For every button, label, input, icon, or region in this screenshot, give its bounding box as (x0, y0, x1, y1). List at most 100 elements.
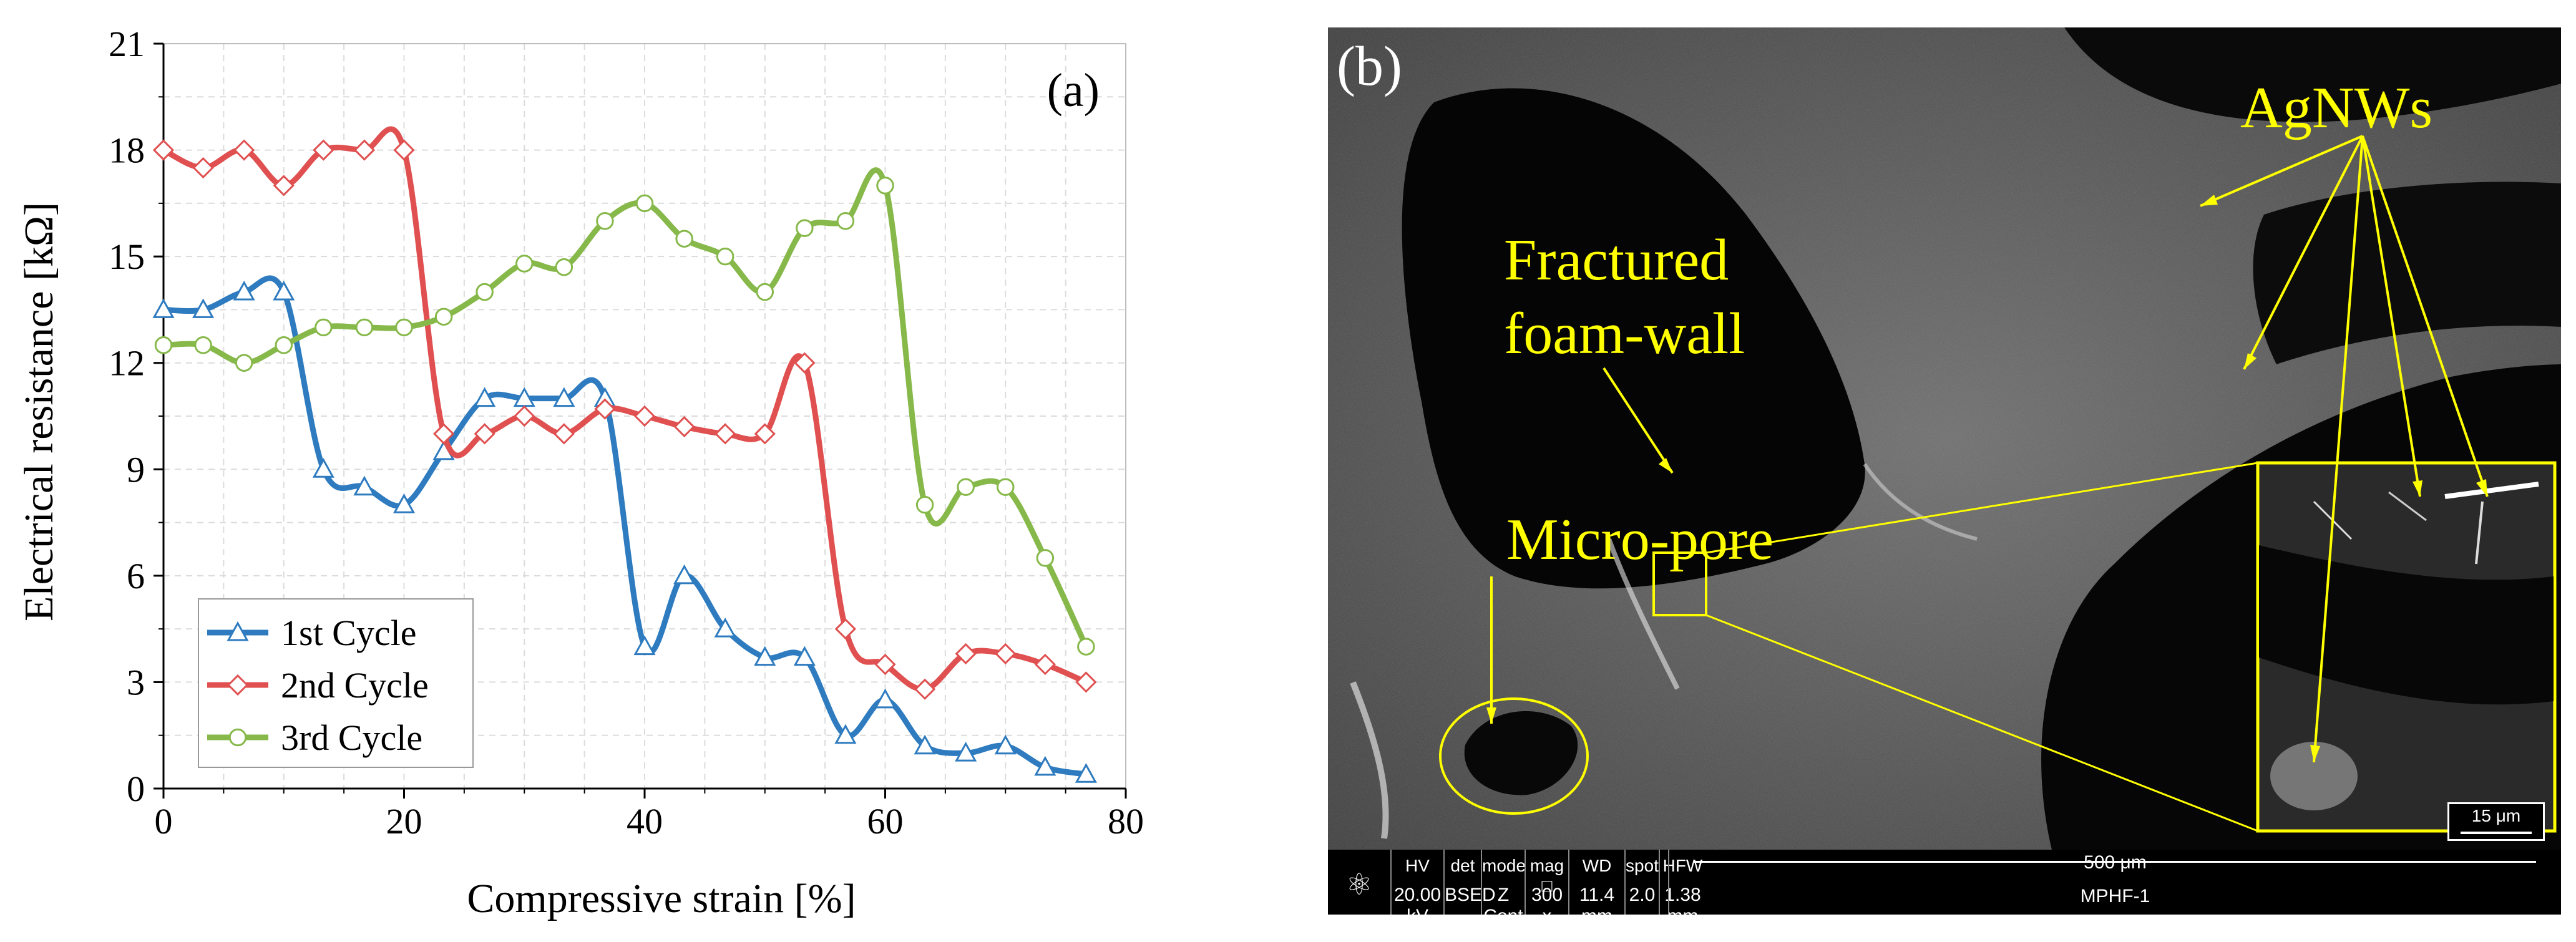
bright-edge (1863, 463, 1978, 541)
data-point-2nd-cycle (152, 139, 175, 161)
inset-scale-bar: 15 μm (2447, 802, 2545, 841)
legend-marker-2nd-cycle (227, 674, 249, 696)
data-point-1st-cycle (1075, 763, 1097, 783)
data-point-3rd-cycle (716, 247, 734, 266)
inset-nanowire (2388, 491, 2427, 522)
data-point-3rd-cycle (836, 212, 855, 230)
data-point-1st-cycle (834, 724, 857, 744)
data-point-2nd-cycle (192, 157, 214, 179)
info-value: 20.00 kV (1393, 885, 1442, 915)
info-cell-hv: HV 20.00 kV (1390, 850, 1443, 915)
info-header: mag □ (1530, 856, 1564, 895)
x-tick-label: 40 (627, 801, 663, 842)
x-tick-label: 80 (1108, 801, 1144, 842)
data-point-3rd-cycle (915, 495, 934, 514)
info-cell-wd: WD 11.4 mm (1568, 850, 1624, 915)
top-right-pore (2064, 27, 2561, 122)
annotation-arrows (1490, 135, 2489, 763)
data-point-1st-cycle (353, 475, 376, 496)
data-point-1st-cycle (273, 280, 295, 301)
data-point-1st-cycle (633, 635, 656, 656)
data-point-3rd-cycle (675, 230, 693, 248)
series-1st-cycle (152, 275, 1097, 783)
data-point-3rd-cycle (395, 318, 413, 337)
series-2nd-cycle (152, 126, 1097, 700)
info-value: Z Cont (1483, 885, 1523, 915)
x-tick-label: 0 (155, 801, 173, 842)
info-header: WD (1582, 856, 1612, 875)
scale-bar-label: 500 μm (2084, 852, 2147, 873)
data-point-2nd-cycle (715, 423, 736, 445)
chart-tick-labels: 0 20 40 60 80 0 3 6 9 12 15 18 21 (109, 24, 1144, 842)
data-point-3rd-cycle (194, 336, 212, 354)
info-value: 11.4 mm (1579, 885, 1615, 915)
data-point-3rd-cycle (434, 308, 453, 326)
data-point-2nd-cycle (1034, 653, 1056, 676)
series-line-2nd-cycle (162, 126, 1088, 692)
data-point-2nd-cycle (633, 405, 656, 427)
sem-image-panel: (b) Fractured foam-wall Micro-pore AgNWs… (1328, 27, 2561, 915)
data-point-2nd-cycle (393, 139, 415, 161)
legend-marker-1st-cycle (227, 621, 249, 641)
bright-edge (1606, 538, 1680, 690)
label-foam-wall: foam-wall (1504, 301, 1745, 366)
data-point-1st-cycle (312, 458, 334, 478)
micropore-cavity (1464, 711, 1578, 795)
micropore-highlight-ellipse (1439, 697, 1589, 815)
series-line-1st-cycle (163, 275, 1087, 777)
zoom-connector (1705, 614, 2258, 832)
data-point-2nd-cycle (1075, 671, 1097, 693)
sample-name: MPHF-1 (2080, 886, 2150, 906)
chart-legend: 1st Cycle 2nd Cycle 3rd Cycle (198, 598, 474, 768)
inset-scale-label: 15 μm (2471, 806, 2521, 825)
data-point-2nd-cycle (353, 139, 376, 161)
data-point-1st-cycle (714, 618, 736, 638)
data-point-2nd-cycle (673, 415, 695, 438)
data-point-2nd-cycle (474, 423, 495, 445)
data-point-1st-cycle (914, 734, 936, 755)
data-point-2nd-cycle (432, 423, 455, 445)
chart-series (152, 126, 1097, 783)
data-point-1st-cycle (955, 742, 977, 762)
y-tick-label: 0 (127, 769, 145, 809)
data-point-2nd-cycle (553, 423, 575, 445)
data-point-2nd-cycle (514, 405, 535, 427)
inset-nanowire (2444, 482, 2539, 499)
data-point-3rd-cycle (315, 318, 333, 337)
data-point-2nd-cycle (313, 139, 334, 161)
data-point-2nd-cycle (995, 643, 1017, 665)
data-point-3rd-cycle (476, 283, 494, 301)
inset-nanowire-cluster (2270, 742, 2358, 810)
large-pore (1402, 88, 1865, 589)
data-point-3rd-cycle (997, 478, 1015, 496)
legend-label-3rd-cycle: 3rd Cycle (281, 717, 422, 758)
data-point-3rd-cycle (235, 354, 253, 372)
data-point-1st-cycle (152, 298, 175, 318)
legend-label-1st-cycle: 1st Cycle (281, 613, 416, 653)
data-point-1st-cycle (474, 387, 496, 407)
info-value: BSED (1445, 885, 1496, 905)
y-tick-label: 21 (109, 24, 145, 64)
data-point-2nd-cycle (233, 139, 255, 161)
y-tick-label: 6 (127, 556, 145, 596)
x-axis-title: Compressive strain [%] (467, 876, 856, 921)
data-point-2nd-cycle (874, 653, 896, 676)
info-cell-mode: mode Z Cont (1481, 850, 1526, 915)
info-value: 2.0 (1629, 885, 1656, 905)
data-point-3rd-cycle (355, 318, 374, 337)
x-tick-label: 60 (867, 801, 904, 842)
data-point-1st-cycle (393, 493, 416, 513)
data-point-3rd-cycle (154, 336, 173, 354)
label-micropore: Micro-pore (1506, 507, 1774, 572)
data-point-3rd-cycle (515, 255, 534, 273)
panel-label-b: (b) (1337, 36, 1402, 97)
data-point-1st-cycle (874, 688, 897, 709)
info-cell-det: det BSED (1443, 850, 1496, 915)
data-point-2nd-cycle (955, 643, 977, 665)
info-value: 300 x (1531, 885, 1563, 915)
scale-bar-cell: 500 μm MPHF-1 (1668, 850, 2561, 915)
y-tick-label: 12 (109, 343, 145, 384)
y-tick-label: 3 (127, 662, 145, 702)
data-point-2nd-cycle (914, 678, 936, 700)
data-point-1st-cycle (553, 387, 575, 407)
